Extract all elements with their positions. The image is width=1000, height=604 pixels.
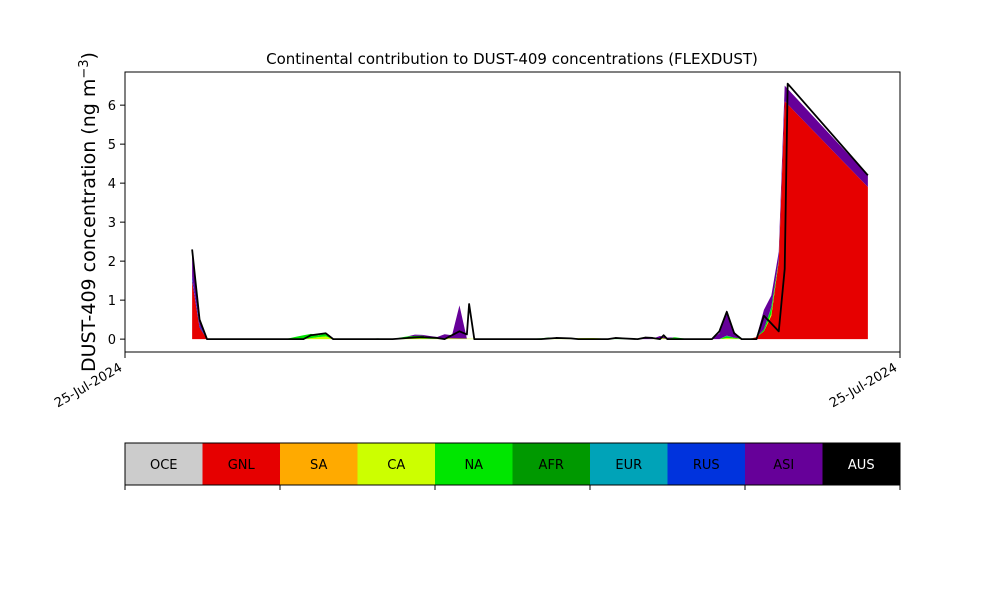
- legend-swatch-eur: [590, 443, 668, 485]
- legend-frame: [124, 442, 901, 486]
- y-tick-label: 2: [108, 255, 116, 270]
- legend-swatch-aus: [822, 443, 901, 485]
- legend-swatch-oce: [125, 443, 203, 485]
- y-tick-label: 6: [108, 99, 116, 114]
- legend-swatch-gnl: [202, 443, 281, 485]
- plot-area: [124, 71, 901, 353]
- y-axis: 0 1 2 3 4 5 6: [108, 99, 125, 348]
- y-axis-label: DUST-409 concentration (ng m−3): [77, 52, 100, 372]
- legend-label-asi: ASI: [773, 458, 794, 473]
- area-series-eur: [192, 101, 868, 340]
- y-tick-label: 1: [108, 294, 116, 309]
- stacked-areas: [192, 85, 868, 340]
- legend-label-eur: EUR: [615, 458, 642, 473]
- legend-swatch-afr: [512, 443, 591, 485]
- legend-swatch-asi: [745, 443, 823, 485]
- area-series-rus: [192, 101, 868, 340]
- area-series-asi: [192, 85, 868, 340]
- chart-title: Continental contribution to DUST-409 con…: [266, 50, 758, 68]
- legend-label-gnl: GNL: [228, 458, 256, 473]
- y-tick-label: 5: [108, 138, 116, 153]
- y-axis-label-superscript: −3: [77, 59, 92, 78]
- y-axis-label-main: DUST-409 concentration (ng m: [78, 79, 100, 372]
- legend-label-oce: OCE: [150, 458, 178, 473]
- legend-colorbar: OCE GNL SA CA NA AFR EUR RUS ASI AUS: [124, 442, 901, 490]
- x-axis: 25-Jul-2024 25-Jul-2024: [52, 352, 901, 411]
- legend-swatch-sa: [280, 443, 358, 485]
- legend-label-ca: CA: [387, 458, 405, 473]
- y-tick-label: 0: [108, 333, 116, 348]
- legend-label-afr: AFR: [539, 458, 564, 473]
- area-series-gnl: [192, 101, 868, 340]
- legend-label-sa: SA: [310, 458, 327, 473]
- x-tick-label: 25-Jul-2024: [827, 360, 900, 411]
- area-series-ca: [192, 101, 868, 340]
- total-outline-line: [191, 82, 869, 341]
- y-axis-label-close: ): [78, 52, 100, 59]
- legend-label-na: NA: [464, 458, 483, 473]
- legend-swatch-rus: [667, 443, 746, 485]
- y-tick-label: 3: [108, 216, 116, 231]
- legend-swatch-ca: [357, 443, 436, 485]
- plot-frame: [124, 71, 901, 353]
- legend-label-rus: RUS: [693, 458, 720, 473]
- legend-swatch-na: [435, 443, 513, 485]
- area-series-na: [192, 101, 868, 340]
- area-series-afr: [192, 101, 868, 340]
- y-tick-label: 4: [108, 177, 116, 192]
- legend-label-aus: AUS: [848, 458, 875, 473]
